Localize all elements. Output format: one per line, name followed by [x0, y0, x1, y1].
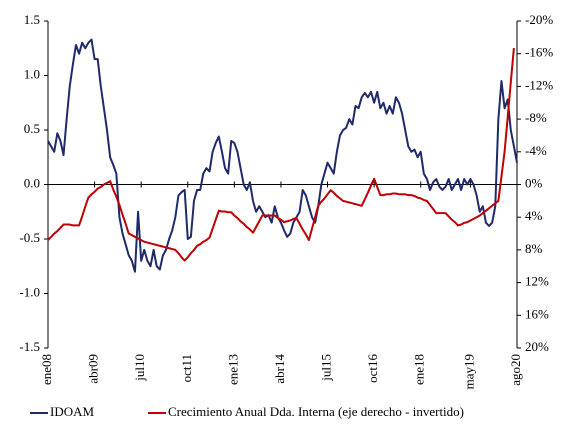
- series-line: [47, 38, 518, 273]
- y-tick-label: 1.5: [24, 12, 40, 27]
- y2-tick-label: -4%: [525, 143, 547, 158]
- x-tick-label: ene08: [39, 354, 54, 385]
- y2-tick-label: -8%: [525, 110, 547, 125]
- x-tick-label: abr14: [272, 354, 287, 384]
- y2-tick-label: 4%: [525, 208, 543, 223]
- y2-tick-label: 12%: [525, 274, 549, 289]
- x-tick-label: ago20: [508, 354, 523, 386]
- x-tick-label: jul15: [319, 354, 334, 382]
- x-tick-label: may19: [461, 354, 476, 389]
- y-tick-label: 0.0: [24, 175, 40, 190]
- y2-tick-label: -20%: [525, 12, 553, 27]
- y2-tick-label: -12%: [525, 77, 553, 92]
- legend-label: Crecimiento Anual Dda. Interna (eje dere…: [168, 404, 464, 419]
- legend-label: IDOAM: [50, 404, 94, 419]
- series-line: [47, 47, 515, 262]
- y-tick-label: -1.0: [19, 284, 40, 299]
- y-tick-label: -1.5: [19, 339, 40, 354]
- y-tick-label: 1.0: [24, 66, 40, 81]
- y2-tick-label: 16%: [525, 306, 549, 321]
- x-tick-label: ene18: [412, 354, 427, 385]
- y-tick-label: -0.5: [19, 230, 40, 245]
- x-tick-label: abr09: [86, 354, 101, 384]
- y2-tick-label: -16%: [525, 45, 553, 60]
- y2-tick-label: 20%: [525, 339, 549, 354]
- x-tick-label: ene13: [225, 354, 240, 385]
- x-tick-label: oct16: [365, 354, 380, 383]
- x-tick-label: oct11: [179, 354, 194, 382]
- x-tick-label: jul10: [132, 354, 147, 382]
- y2-tick-label: 0%: [525, 175, 543, 190]
- y-tick-label: 0.5: [24, 121, 40, 136]
- y2-tick-label: 8%: [525, 241, 543, 256]
